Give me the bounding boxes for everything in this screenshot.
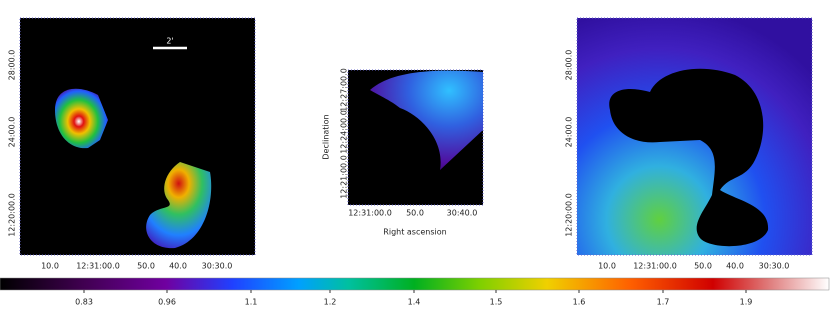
x-tick-label: 30:30.0 xyxy=(202,262,233,271)
y-tick-label: 24:00.0 xyxy=(565,117,574,148)
y-tick-label: 28:00.0 xyxy=(8,50,17,81)
colorbar-tick-label: 1.9 xyxy=(740,298,753,307)
x-tick-label: 12:31:00.0 xyxy=(633,262,677,271)
colorbar-ticks: 0.83 0.96 1.1 1.2 1.4 1.5 1.6 1.7 1.9 xyxy=(75,290,752,307)
colorbar-tick-label: 0.83 xyxy=(75,298,93,307)
emission-region xyxy=(146,162,212,249)
x-tick-label: 12:31:00.0 xyxy=(348,209,392,218)
y-tick-label: 12:20:00.0 xyxy=(8,193,17,237)
y-tick-label: 24:00.0 xyxy=(8,117,17,148)
emission-region xyxy=(370,70,483,170)
masked-region xyxy=(609,68,769,247)
x-tick-label: 40.0 xyxy=(726,262,744,271)
x-axis-label: Right ascension xyxy=(383,228,446,237)
colorbar-tick-label: 1.6 xyxy=(573,298,586,307)
x-tick-label: 40.0 xyxy=(169,262,187,271)
x-tick-label: 10.0 xyxy=(598,262,616,271)
x-tick-label: 12:31:00.0 xyxy=(76,262,120,271)
colorbar-tick-label: 1.5 xyxy=(490,298,503,307)
colorbar-tick-label: 1.7 xyxy=(657,298,670,307)
colorbar-tick-label: 0.96 xyxy=(158,298,176,307)
x-tick-label: 30:30.0 xyxy=(759,262,790,271)
x-tick-label: 50.0 xyxy=(406,209,424,218)
emission-region xyxy=(55,88,108,149)
scale-label: 2' xyxy=(166,37,173,46)
x-tick-label: 50.0 xyxy=(694,262,712,271)
colorbar xyxy=(0,277,830,291)
colorbar-tick-label: 1.1 xyxy=(245,298,258,307)
image-panel xyxy=(19,17,256,256)
x-tick-label: 50.0 xyxy=(137,262,155,271)
colorbar-tick-label: 1.2 xyxy=(324,298,337,307)
y-axis-label: Declination xyxy=(322,114,331,159)
y-tick-label: 12:27:00.0 xyxy=(340,68,349,112)
y-tick-label: 28:00.0 xyxy=(565,50,574,81)
x-tick-label: 30:40.0 xyxy=(447,209,478,218)
colorbar-tick-label: 1.4 xyxy=(408,298,421,307)
y-tick-label: 12:21:00.0 xyxy=(340,155,349,199)
y-tick-label: 12:20:00.0 xyxy=(565,193,574,237)
y-tick-label: 12:24:00.0 xyxy=(340,110,349,154)
x-tick-label: 10.0 xyxy=(41,262,59,271)
